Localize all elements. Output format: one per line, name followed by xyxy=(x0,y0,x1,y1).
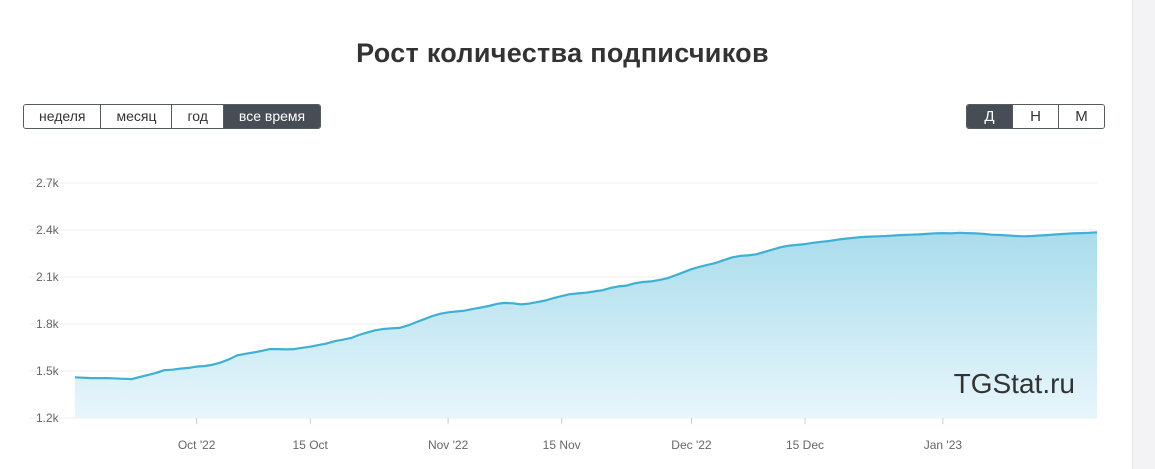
x-tick-label: Dec '22 xyxy=(671,438,712,452)
range-selector: неделя месяц год все время xyxy=(23,104,322,129)
y-tick-label: 1.2k xyxy=(36,411,60,425)
range-month-button[interactable]: месяц xyxy=(101,105,173,128)
y-tick-label: 1.5k xyxy=(36,364,60,378)
x-tick-label: 15 Nov xyxy=(543,438,581,452)
y-tick-label: 2.7k xyxy=(36,176,60,190)
range-year-button[interactable]: год xyxy=(172,105,224,128)
granularity-week-button[interactable]: Н xyxy=(1013,105,1059,128)
series-line xyxy=(74,231,1098,381)
side-panel xyxy=(1132,0,1155,469)
chart-title: Рост количества подписчиков xyxy=(356,38,769,68)
subscriber-growth-chart: 1.2k 1.5k 1.8k 2.1k 2.4k 2.7k Oct '22 15 Oct No… xyxy=(30,176,1098,452)
x-tick-label: Oct '22 xyxy=(178,438,216,452)
x-tick-label: 15 Dec xyxy=(786,438,824,452)
watermark-text: TGStat.ru xyxy=(954,368,1075,399)
x-tick-label: 15 Oct xyxy=(293,438,329,452)
y-tick-label: 2.4k xyxy=(36,223,60,237)
granularity-day-button[interactable]: Д xyxy=(967,105,1013,128)
granularity-selector: Д Н М xyxy=(966,104,1105,129)
x-tick-label: Nov '22 xyxy=(428,438,469,452)
x-tick-label: Jan '23 xyxy=(924,438,963,452)
granularity-month-button[interactable]: М xyxy=(1059,105,1104,128)
x-axis-labels: Oct '22 15 Oct Nov '22 15 Nov Dec '22 15 Dec J… xyxy=(178,418,963,452)
series-area xyxy=(75,232,1097,418)
y-tick-label: 1.8k xyxy=(36,317,60,331)
y-tick-label: 2.1k xyxy=(36,270,60,284)
range-week-button[interactable]: неделя xyxy=(24,105,102,128)
y-axis-labels: 1.2k 1.5k 1.8k 2.1k 2.4k 2.7k xyxy=(36,176,60,425)
range-all-time-button[interactable]: все время xyxy=(223,105,321,128)
